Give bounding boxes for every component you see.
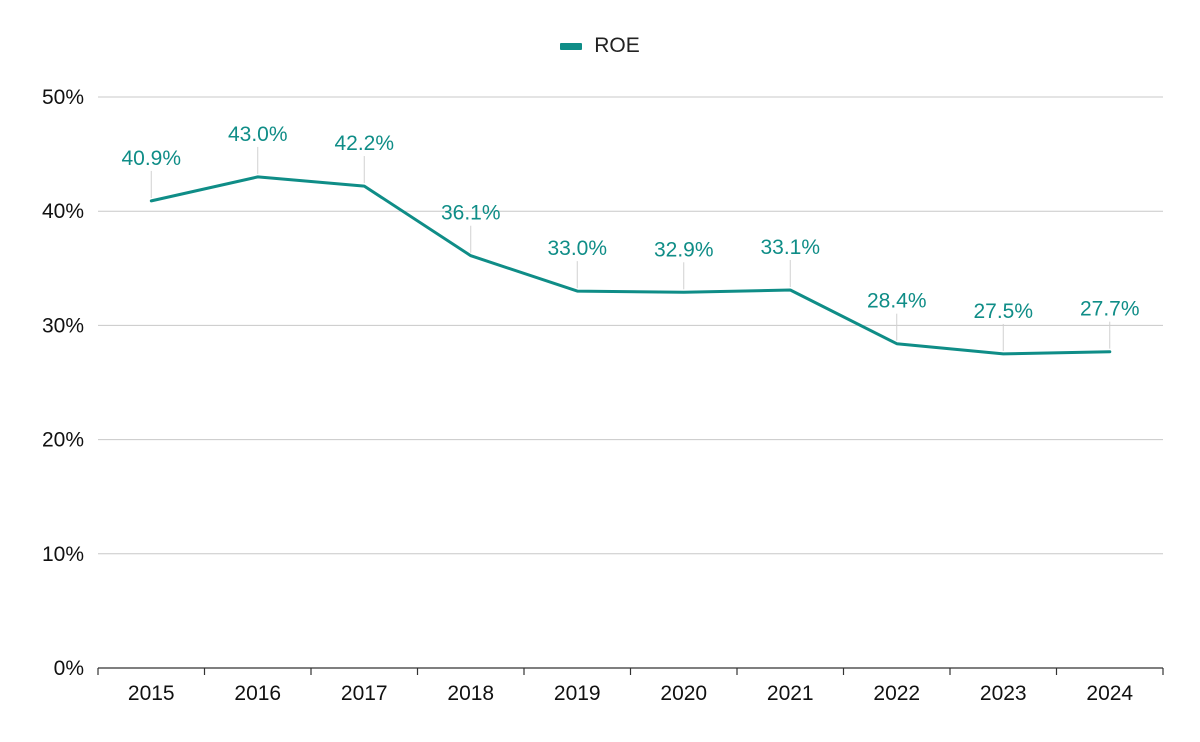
x-tick-label: 2022 [873,682,920,705]
legend-swatch [560,42,583,50]
data-label: 40.9% [121,147,181,170]
data-label: 33.0% [547,237,607,260]
data-label: 32.9% [654,238,714,261]
legend-label: ROE [594,34,640,57]
series-line-roe [149,175,1112,356]
x-tick-label: 2018 [447,682,494,705]
x-tick-label: 2015 [128,682,175,705]
y-tick-label: 0% [54,657,84,680]
y-tick-label: 10% [42,543,84,566]
y-tick-label: 20% [42,429,84,452]
data-label: 43.0% [228,123,288,146]
y-tick-label: 40% [42,200,84,223]
data-label: 27.7% [1080,298,1140,321]
y-tick-label: 50% [42,86,84,109]
data-label: 36.1% [441,202,501,225]
x-tick-label: 2024 [1086,682,1133,705]
data-label: 27.5% [973,300,1033,323]
data-label: 42.2% [334,132,394,155]
data-label: 33.1% [760,236,820,259]
x-tick-label: 2016 [234,682,281,705]
x-tick-label: 2020 [660,682,707,705]
chart-legend: ROE [0,34,1200,58]
x-tick-label: 2019 [554,682,601,705]
data-label: 28.4% [867,290,927,313]
y-tick-label: 30% [42,314,84,337]
x-tick-label: 2021 [767,682,814,705]
x-tick-label: 2023 [980,682,1027,705]
x-tick-label: 2017 [341,682,388,705]
